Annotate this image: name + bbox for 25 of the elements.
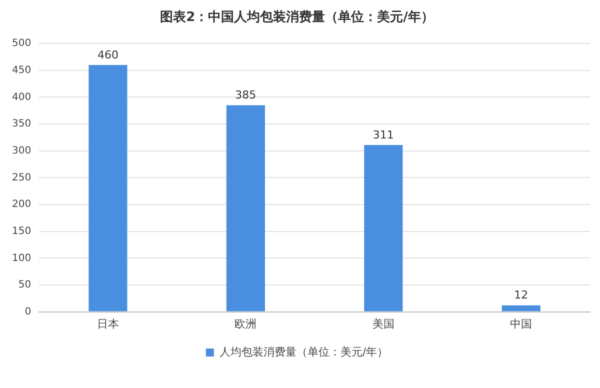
data-label: 385 xyxy=(235,88,256,102)
y-tick-label: 400 xyxy=(12,92,32,103)
y-tick-label: 50 xyxy=(18,280,32,291)
data-label: 311 xyxy=(372,128,394,142)
legend-label: 人均包装消费量（单位：美元/年） xyxy=(219,345,388,358)
data-label: 460 xyxy=(97,48,118,62)
y-tick-label: 450 xyxy=(12,65,32,76)
bar xyxy=(88,65,128,312)
bar xyxy=(502,305,540,312)
x-tick-label: 欧洲 xyxy=(234,317,257,330)
bar xyxy=(364,144,403,312)
x-tick-label: 中国 xyxy=(510,317,532,330)
bar xyxy=(226,105,265,312)
data-label: 12 xyxy=(514,288,528,302)
y-tick-label: 200 xyxy=(12,199,32,210)
x-tick-label: 日本 xyxy=(96,317,119,330)
y-tick-label: 100 xyxy=(12,252,32,264)
y-tick-label: 350 xyxy=(12,118,32,130)
y-tick-label: 300 xyxy=(12,145,32,156)
y-tick-label: 150 xyxy=(12,226,32,237)
y-tick-label: 0 xyxy=(24,306,32,318)
chart-title: 图表2：中国人均包装消费量（单位：美元/年） xyxy=(160,9,434,26)
x-tick-label: 美国 xyxy=(372,317,394,330)
y-tick-label: 500 xyxy=(12,38,32,50)
y-tick-label: 250 xyxy=(12,172,32,184)
